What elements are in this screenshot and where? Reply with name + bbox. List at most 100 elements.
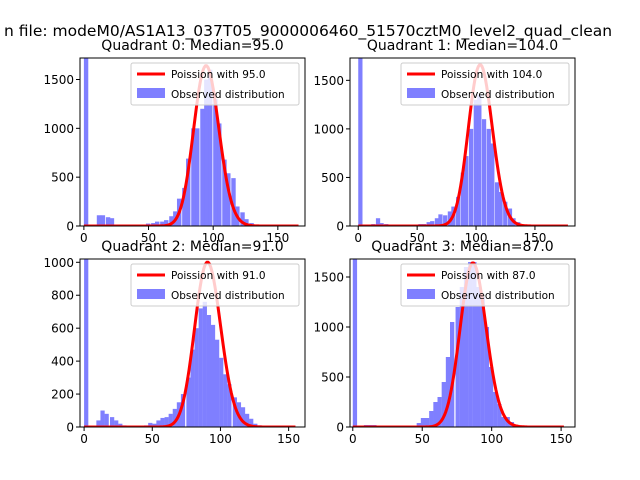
histogram-bar — [155, 221, 160, 226]
histogram-bar — [223, 374, 228, 427]
y-tick-label: 500 — [51, 171, 74, 185]
chart-title: Quadrant 3: Median=87.0 — [371, 239, 553, 255]
histogram-bar — [204, 79, 209, 226]
legend-box — [400, 62, 570, 106]
x-tick-label: 150 — [523, 231, 546, 245]
axes-frame — [349, 57, 576, 227]
legend-label-observed: Observed distribution — [441, 290, 555, 302]
histogram-bar — [83, 58, 89, 226]
chart-title: Quadrant 1: Median=104.0 — [367, 38, 558, 54]
legend-swatch-observed — [137, 88, 165, 98]
legend-swatch-observed — [407, 289, 435, 299]
histogram-bar — [429, 411, 434, 427]
legend-label-poisson: Poission with 95.0 — [171, 69, 266, 81]
histogram-bar — [468, 128, 474, 226]
histogram-bar — [208, 69, 213, 226]
histogram-bar — [434, 218, 440, 226]
histogram-bar — [152, 423, 157, 427]
histogram-bar — [503, 201, 508, 226]
histogram-bar — [476, 287, 481, 427]
histogram-bar — [156, 420, 161, 427]
histogram-bar — [164, 417, 169, 427]
histogram-bar — [497, 404, 502, 427]
axes-frame — [349, 258, 576, 428]
histogram-bar — [215, 339, 220, 427]
histogram-bar — [222, 159, 227, 226]
histogram-bar — [456, 196, 461, 226]
figure-suptitle: n file: modeM0/AS1A13_037T05_9000006460_… — [4, 22, 612, 41]
legend: Poission with 87.0 Observed distribution — [400, 263, 570, 307]
x-tick-label: 0 — [354, 231, 362, 245]
axes-frame — [79, 57, 306, 227]
histogram-bar — [186, 377, 191, 427]
legend-swatch-observed — [407, 88, 435, 98]
histogram-bar — [160, 417, 165, 427]
legend-box — [130, 62, 300, 106]
x-tick-label: 50 — [410, 231, 425, 245]
histogram-bar — [484, 327, 490, 427]
histogram-bar — [445, 357, 451, 427]
y-tick-label: 500 — [321, 171, 344, 185]
y-tick-label: 1000 — [313, 321, 344, 335]
histogram-bar — [164, 220, 169, 226]
histogram-bar — [249, 418, 254, 427]
histogram-bar — [463, 267, 469, 427]
histogram-bar — [210, 324, 216, 427]
histogram-bar — [493, 392, 498, 427]
histogram-bar — [358, 58, 363, 226]
x-tick-label: 0 — [349, 432, 357, 446]
histogram-bar — [194, 328, 199, 427]
histogram-bar — [182, 187, 187, 226]
y-tick-label: 400 — [51, 355, 74, 369]
y-tick-label: 1500 — [313, 74, 344, 88]
y-tick-label: 0 — [66, 421, 74, 435]
histogram-bar — [426, 222, 431, 226]
y-tick-label: 1000 — [43, 122, 74, 136]
histogram-bar — [186, 158, 191, 226]
histogram-bar — [226, 173, 231, 226]
histogram-bar — [460, 172, 465, 226]
x-tick-label: 150 — [277, 432, 300, 446]
x-tick-label: 150 — [550, 432, 573, 446]
histogram-bar — [105, 217, 111, 226]
histogram-bar — [480, 297, 485, 427]
histogram-bar — [472, 262, 477, 427]
histogram-bar — [437, 397, 442, 427]
histogram-bar — [352, 259, 358, 427]
legend-label-observed: Observed distribution — [171, 89, 285, 101]
legend-swatch-observed — [137, 289, 165, 299]
x-tick-label: 50 — [145, 432, 160, 446]
histogram-bar — [441, 382, 446, 427]
chart-panel-2: Quadrant 2: Median=91.0 0 50 100 150 0 200 400 6… — [43, 239, 306, 446]
chart-panel-0: Quadrant 0: Median=95.00 50 100 15005001000… — [43, 38, 306, 245]
y-tick-label: 0 — [336, 421, 344, 435]
histogram-bar — [217, 123, 222, 226]
histogram-bar — [148, 422, 153, 427]
chart-title: Quadrant 2: Median=91.0 — [101, 239, 283, 255]
legend-label-poisson: Poission with 104.0 — [441, 69, 542, 81]
histogram-bar — [245, 413, 250, 427]
histogram-bar — [169, 216, 174, 226]
y-tick-label: 800 — [51, 289, 74, 303]
histogram-bar — [96, 215, 102, 226]
histogram-bar — [200, 108, 205, 226]
y-tick-label: 500 — [321, 371, 344, 385]
histogram-bar — [486, 128, 491, 226]
histogram-bar — [464, 156, 469, 226]
histogram-bar — [96, 420, 101, 427]
histogram-bar — [227, 384, 232, 427]
histogram-bar — [104, 413, 109, 427]
histogram-bar — [420, 418, 426, 427]
chart-panel-1: Quadrant 1: Median=104.00 50 100 1500500100… — [313, 38, 576, 245]
plot-area — [352, 259, 564, 427]
legend-label-observed: Observed distribution — [171, 290, 285, 302]
y-tick-label: 1500 — [43, 73, 74, 87]
histogram-bar — [114, 420, 119, 427]
chart-panel-3: Quadrant 3: Median=87.00 50 100 15005001000… — [313, 239, 576, 446]
x-tick-label: 0 — [80, 231, 88, 245]
histogram-bar — [231, 178, 236, 226]
legend-box — [400, 263, 570, 307]
histogram-bar — [477, 94, 482, 226]
x-tick-label: 50 — [141, 231, 156, 245]
